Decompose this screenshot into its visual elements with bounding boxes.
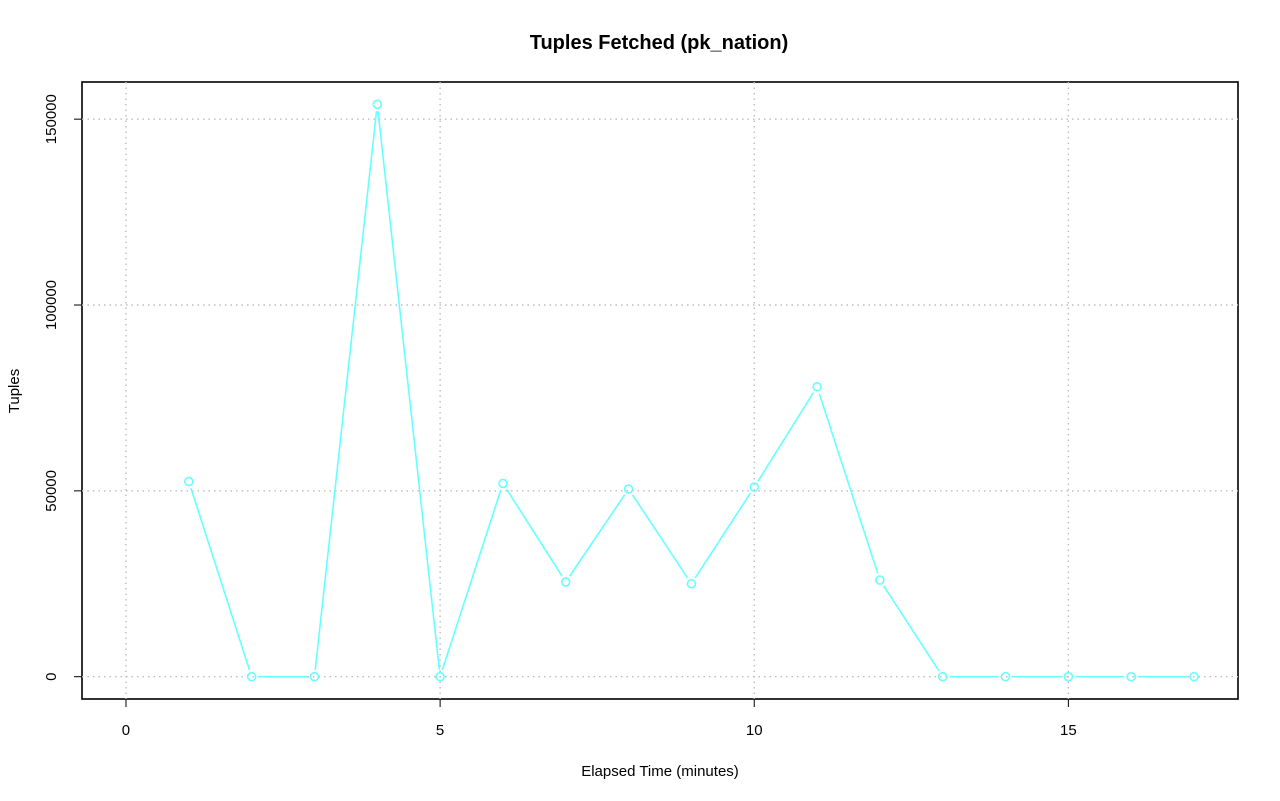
series-line-segment bbox=[190, 487, 251, 671]
data-point bbox=[686, 578, 697, 589]
series-layer bbox=[184, 99, 1199, 682]
y-axis-label: Tuples bbox=[6, 369, 23, 413]
x-tick-label: 15 bbox=[1060, 722, 1077, 739]
series-line-segment bbox=[377, 111, 441, 670]
series-line-segment bbox=[694, 492, 752, 579]
data-point bbox=[812, 381, 822, 392]
chart-title: Tuples Fetched (pk_nation) bbox=[530, 32, 789, 54]
data-point bbox=[372, 99, 383, 110]
x-tick-label: 10 bbox=[746, 722, 763, 739]
data-point bbox=[1063, 671, 1074, 682]
data-point bbox=[435, 671, 445, 682]
series-line-segment bbox=[631, 494, 689, 579]
data-point bbox=[937, 671, 948, 682]
series-line-segment bbox=[441, 489, 502, 671]
y-tick-label: 50000 bbox=[43, 470, 60, 512]
data-point bbox=[749, 482, 760, 492]
plot-frame bbox=[81, 81, 1239, 700]
data-point bbox=[309, 671, 320, 682]
data-point bbox=[184, 476, 194, 487]
grid-layer bbox=[82, 82, 1238, 699]
series-line-segment bbox=[818, 393, 879, 574]
x-tick-label: 0 bbox=[122, 722, 130, 739]
y-axis: 0 50000 100000 150000 bbox=[43, 94, 82, 681]
y-tick-label: 150000 bbox=[43, 94, 60, 144]
series-line-segment bbox=[757, 392, 815, 482]
series-line-segment bbox=[883, 585, 940, 672]
data-point bbox=[1126, 671, 1136, 682]
series-line-segment bbox=[569, 494, 626, 577]
y-tick-label: 100000 bbox=[43, 280, 60, 330]
x-tick-label: 5 bbox=[436, 722, 444, 739]
x-axis: 0 5 10 15 bbox=[122, 699, 1077, 739]
data-point bbox=[875, 575, 885, 585]
data-point bbox=[1189, 671, 1199, 682]
y-tick-label: 0 bbox=[43, 673, 60, 681]
data-point bbox=[623, 484, 634, 494]
series-line-segment bbox=[314, 111, 378, 670]
x-axis-label: Elapsed Time (minutes) bbox=[581, 763, 739, 780]
data-point bbox=[560, 577, 571, 587]
data-point bbox=[1000, 671, 1011, 682]
data-point bbox=[498, 478, 508, 489]
series-line-segment bbox=[506, 488, 563, 577]
data-point bbox=[246, 671, 257, 682]
